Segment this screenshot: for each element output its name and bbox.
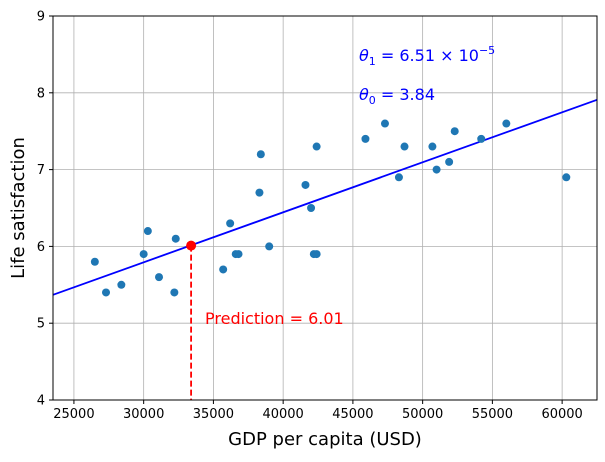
y-tick-label: 6 — [37, 240, 45, 255]
data-point — [301, 180, 310, 189]
x-tick-label: 45000 — [332, 407, 373, 422]
x-tick-label: 35000 — [193, 407, 234, 422]
y-tick-label: 9 — [37, 10, 45, 25]
data-point — [477, 134, 486, 143]
y-tick-label: 7 — [37, 163, 45, 178]
model-line — [52, 98, 598, 296]
data-point — [170, 288, 179, 297]
data-point — [219, 265, 228, 274]
data-point — [234, 250, 243, 259]
theta0-symbol: θ — [359, 85, 369, 104]
x-tick-label: 50000 — [402, 407, 443, 422]
data-point — [312, 142, 321, 151]
y-tick-label: 4 — [37, 394, 45, 409]
x-tick-label: 25000 — [53, 407, 94, 422]
data-point — [90, 257, 99, 266]
theta0-value: = 3.84 — [376, 85, 435, 104]
data-point — [502, 119, 511, 128]
prediction-label: Prediction = 6.01 — [205, 309, 344, 328]
plot-frame — [52, 15, 598, 401]
x-tick-label: 60000 — [541, 407, 582, 422]
theta1-subscript: 1 — [369, 55, 376, 68]
data-point — [400, 142, 409, 151]
data-point — [394, 173, 403, 182]
y-tick-label: 5 — [37, 317, 45, 332]
theta1-exponent: −5 — [479, 44, 495, 57]
data-points — [90, 119, 571, 297]
data-point — [265, 242, 274, 251]
grid — [53, 15, 597, 401]
data-point — [117, 280, 126, 289]
data-point — [307, 204, 316, 212]
x-tick-label: 40000 — [262, 407, 303, 422]
data-point — [155, 273, 164, 282]
data-point — [361, 134, 370, 143]
prediction-point — [186, 240, 197, 251]
data-point — [428, 142, 437, 151]
data-point — [445, 157, 454, 166]
data-point — [432, 165, 441, 174]
data-point — [450, 127, 459, 136]
data-point — [312, 250, 321, 259]
theta0-annotation: θ0 = 3.84 — [359, 85, 435, 107]
y-axis-ticks: 4 5 6 7 8 9 — [37, 10, 53, 409]
data-point — [255, 188, 264, 197]
theta1-value: = 6.51 × 10 — [376, 46, 479, 65]
x-tick-label: 55000 — [472, 407, 513, 422]
data-point — [256, 150, 265, 159]
x-axis-ticks: 25000 30000 35000 40000 45000 50000 55000 60000 — [53, 400, 583, 422]
y-tick-label: 8 — [37, 86, 45, 101]
data-point — [143, 227, 152, 236]
x-axis-label: GDP per capita (USD) — [228, 429, 422, 450]
data-point — [171, 234, 180, 243]
y-axis-label: Life satisfaction — [8, 137, 29, 279]
theta1-symbol: θ — [359, 46, 369, 65]
theta1-annotation: θ1 = 6.51 × 10−5 — [359, 44, 495, 68]
model-line-layer — [52, 98, 598, 296]
data-point — [102, 288, 111, 297]
prediction-layer — [186, 240, 197, 400]
data-point — [562, 173, 571, 182]
data-point — [139, 250, 148, 259]
data-point — [226, 219, 235, 228]
x-tick-label: 30000 — [123, 407, 164, 422]
theta0-subscript: 0 — [369, 94, 376, 107]
data-point — [380, 119, 389, 128]
